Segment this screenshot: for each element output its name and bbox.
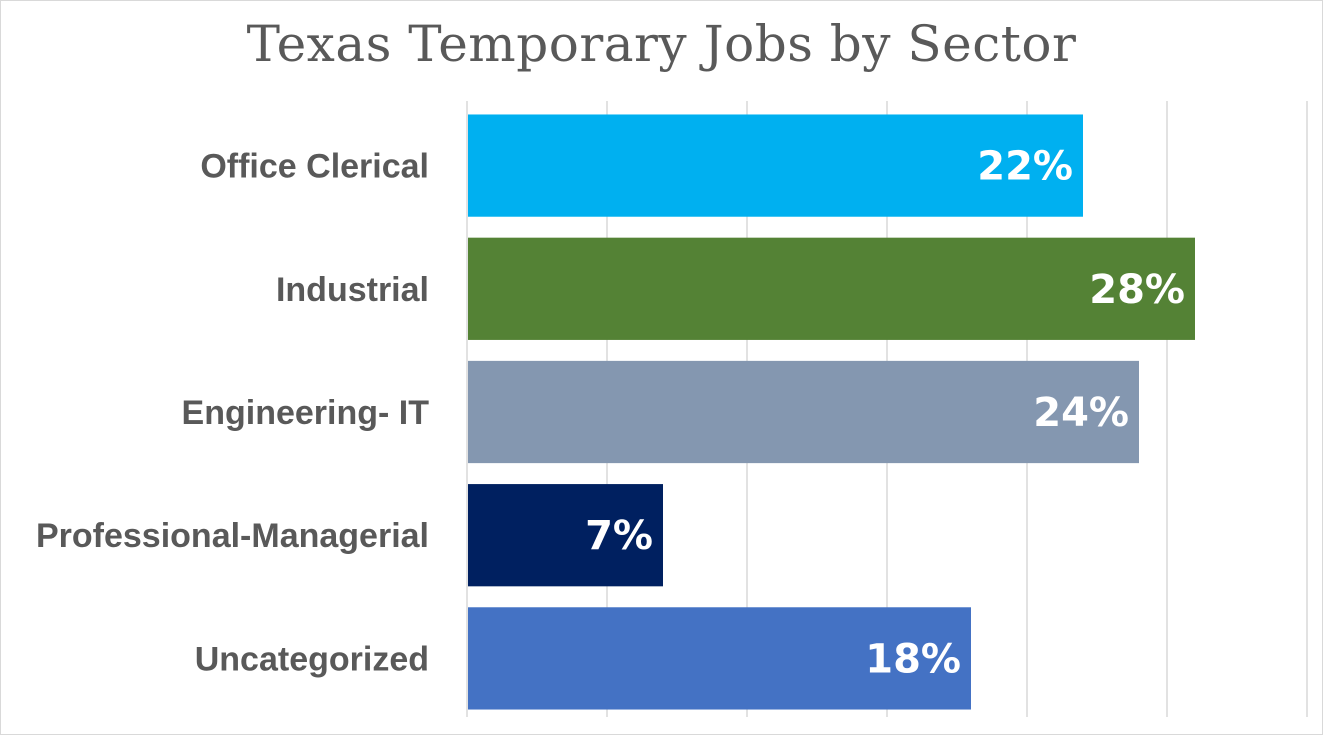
category-label: Engineering- IT xyxy=(182,394,430,432)
category-label: Industrial xyxy=(276,271,429,309)
data-label: 24% xyxy=(1033,390,1129,436)
bar xyxy=(468,607,971,710)
category-label: Office Clerical xyxy=(200,148,429,186)
category-label: Professional-Managerial xyxy=(36,517,429,555)
bar xyxy=(468,360,1139,464)
category-label: Uncategorized xyxy=(195,640,429,678)
data-label: 7% xyxy=(585,513,653,559)
data-label: 28% xyxy=(1089,267,1185,313)
bar xyxy=(468,114,1083,217)
chart-title: Texas Temporary Jobs by Sector xyxy=(246,15,1077,73)
data-label: 22% xyxy=(977,144,1073,190)
data-label: 18% xyxy=(865,636,961,682)
bar xyxy=(468,237,1195,340)
bar xyxy=(468,484,663,587)
